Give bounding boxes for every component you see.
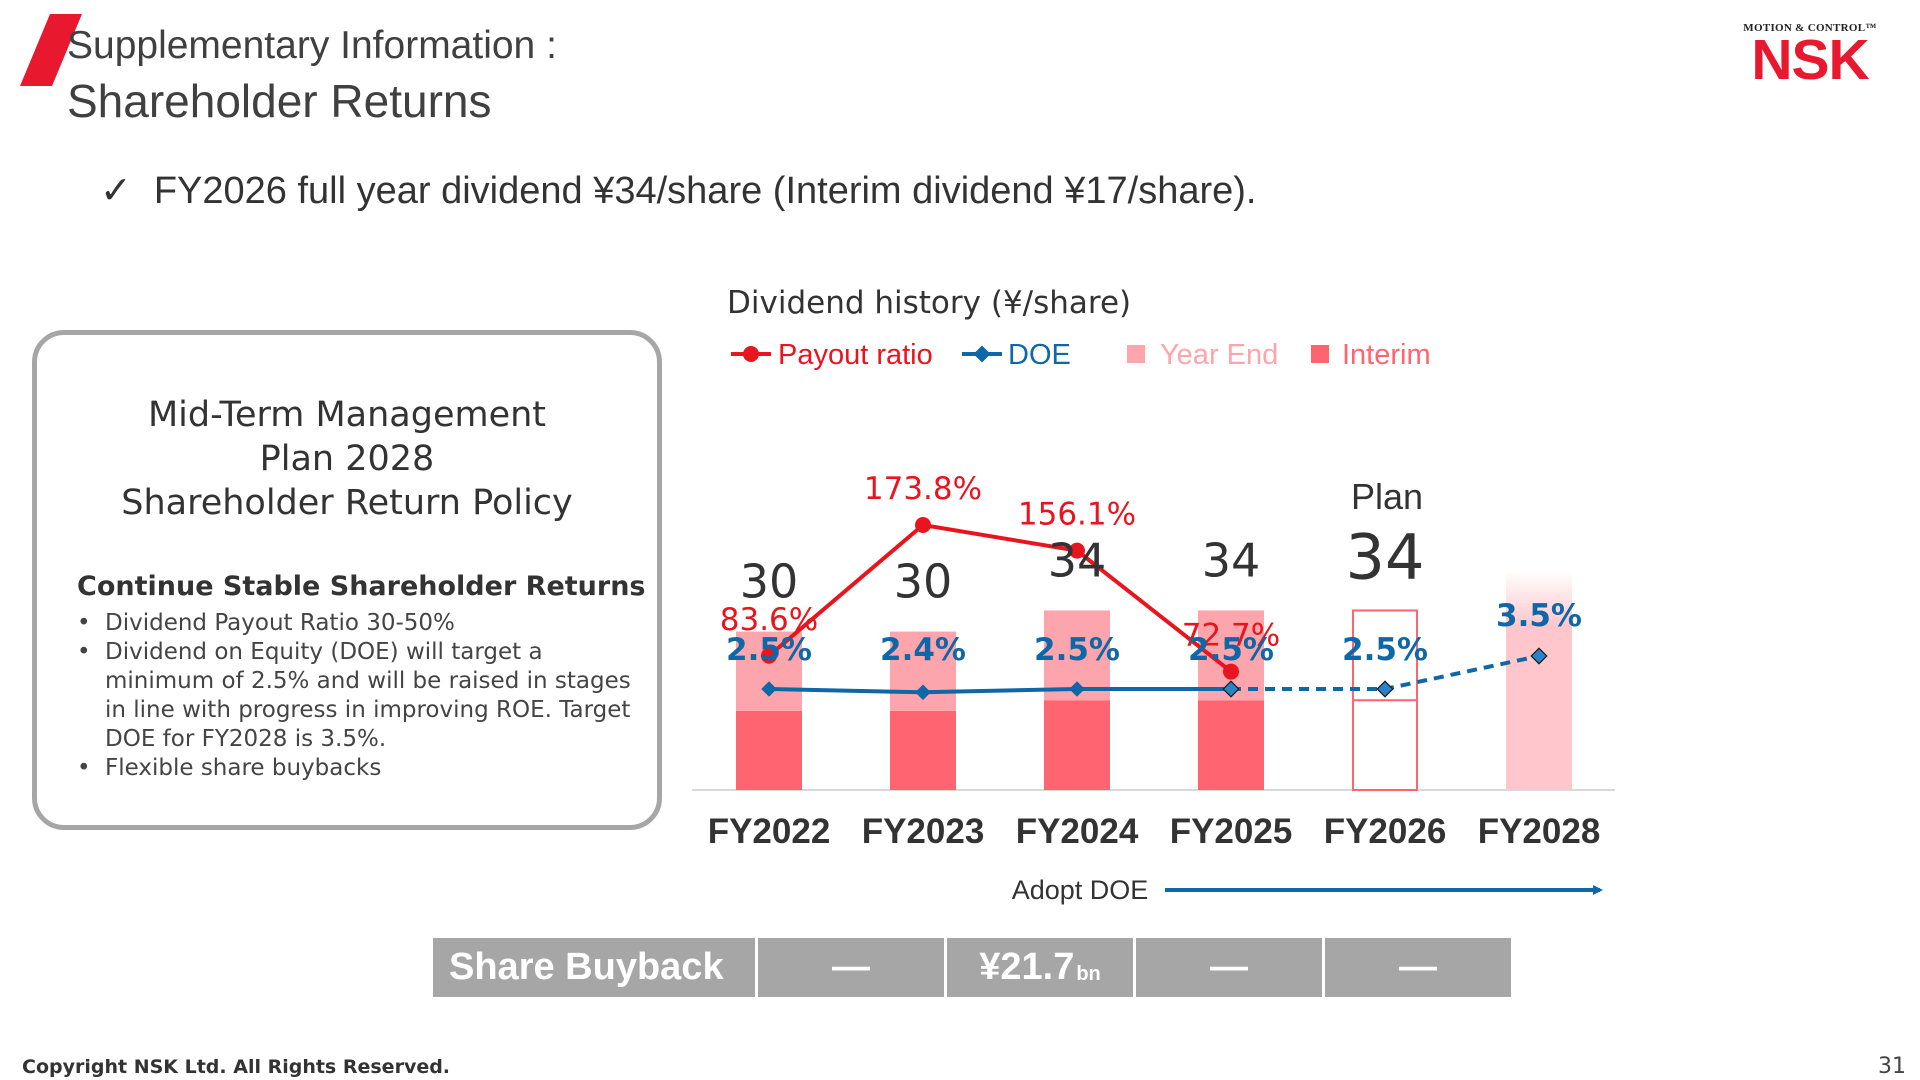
buyback-value: — — [832, 946, 870, 988]
doe-point — [1222, 680, 1240, 698]
chart-title: Dividend history (¥/share) — [727, 285, 1131, 321]
payout-ratio-label: 83.6% — [720, 602, 818, 638]
payout-ratio-point — [1069, 542, 1085, 559]
share-buyback-label: Share Buyback — [433, 938, 755, 997]
doe-label: 2.5% — [1342, 632, 1428, 668]
doe-point — [1376, 680, 1394, 698]
copyright-text: Copyright NSK Ltd. All Rights Reserved. — [22, 1056, 451, 1078]
policy-item: Dividend Payout Ratio 30-50% — [77, 609, 647, 638]
policy-title-line: Plan 2028 — [259, 439, 435, 479]
doe-point — [1530, 647, 1548, 665]
x-tick-label: FY2026 — [1324, 812, 1447, 851]
payout-ratio-label: 72.7% — [1182, 618, 1280, 654]
payout-ratio-label: 156.1% — [1018, 497, 1136, 533]
policy-list: Dividend Payout Ratio 30-50% Dividend on… — [77, 609, 647, 783]
plan-bar-fy2028 — [1506, 570, 1572, 790]
buyback-unit: bn — [1076, 963, 1101, 985]
x-tick-label: FY2025 — [1170, 812, 1293, 851]
legend-doe-marker — [973, 345, 991, 363]
doe-point — [915, 684, 931, 701]
dividend-bullet-text: FY2026 full year dividend ¥34/share (Int… — [153, 170, 1257, 212]
dividend-chart: Dividend history (¥/share) Payout ratio … — [692, 285, 1615, 905]
doe-label: 3.5% — [1496, 598, 1582, 634]
doe-point — [761, 681, 777, 697]
x-tick-label: FY2022 — [708, 812, 831, 851]
doe-point — [1069, 681, 1085, 697]
adopt-doe-label: Adopt DOE — [1012, 875, 1149, 905]
policy-subtitle: Continue Stable Shareholder Returns — [77, 571, 646, 602]
nsk-logo: MOTION & CONTROL™ NSK — [1730, 22, 1890, 92]
plan-label: Plan — [1351, 476, 1423, 517]
legend-yearend-label: Year End — [1160, 339, 1278, 371]
bar-total-label: 34 — [1346, 520, 1425, 593]
policy-item: Dividend on Equity (DOE) will target a m… — [77, 638, 647, 754]
legend-yearend-swatch — [1127, 345, 1145, 363]
policy-title: Mid-Term Management Plan 2028 Shareholde… — [37, 393, 657, 525]
doe-label: 2.5% — [1188, 632, 1274, 668]
page-title: Shareholder Returns — [67, 75, 492, 127]
policy-box: Mid-Term Management Plan 2028 Shareholde… — [32, 330, 662, 830]
payout-ratio-point — [1223, 663, 1239, 680]
bar-interim — [736, 710, 802, 790]
x-tick-label: FY2028 — [1478, 812, 1601, 851]
doe-label: 2.4% — [880, 632, 966, 668]
header-subtitle: Supplementary Information : — [67, 24, 557, 67]
doe-label: 2.5% — [1034, 632, 1120, 668]
legend-payout-label: Payout ratio — [778, 339, 933, 371]
bar-interim — [1044, 700, 1110, 790]
logo-tagline: MOTION & CONTROL™ — [1743, 22, 1877, 34]
doe-line — [768, 687, 1231, 695]
logo-name: NSK — [1751, 28, 1869, 92]
bar-total-label: 34 — [1202, 533, 1261, 587]
bar-interim — [890, 710, 956, 790]
buyback-value: ¥21.7 — [979, 946, 1075, 988]
payout-ratio-label: 173.8% — [864, 471, 982, 507]
buyback-cell: ¥21.7 bn — [947, 938, 1133, 997]
legend-interim-label: Interim — [1342, 339, 1431, 371]
doe-label: 2.5% — [726, 632, 812, 668]
policy-item: Flexible share buybacks — [77, 754, 647, 783]
legend-interim-swatch — [1311, 345, 1329, 363]
buyback-cell: — — [1136, 938, 1322, 997]
legend-payout-marker — [743, 346, 759, 362]
check-icon: ✓ — [100, 170, 132, 212]
legend-doe-label: DOE — [1008, 339, 1071, 371]
payout-ratio-point — [915, 516, 931, 533]
x-tick-label: FY2023 — [862, 812, 985, 851]
bar-total-label: 34 — [1048, 533, 1107, 587]
payout-ratio-line — [767, 522, 1233, 674]
x-tick-label: FY2024 — [1016, 812, 1139, 851]
policy-title-line: Shareholder Return Policy — [121, 483, 573, 523]
buyback-cell: — — [1325, 938, 1511, 997]
bar-total-label: 30 — [740, 555, 799, 609]
buyback-value: — — [1210, 946, 1248, 988]
bar-total-label: 30 — [894, 555, 953, 609]
brand-slash-icon — [20, 14, 82, 86]
buyback-cell: — — [758, 938, 944, 997]
buyback-value: — — [1399, 946, 1437, 988]
bar-interim — [1198, 700, 1264, 790]
bar-year-end — [736, 631, 802, 711]
page-number: 31 — [1878, 1054, 1906, 1079]
policy-title-line: Mid-Term Management — [147, 395, 547, 435]
chart-legend: Payout ratio DOE Year End Interim — [731, 339, 1431, 371]
payout-ratio-point — [761, 647, 777, 664]
dividend-bullet: ✓ FY2026 full year dividend ¥34/share (In… — [100, 168, 1256, 213]
